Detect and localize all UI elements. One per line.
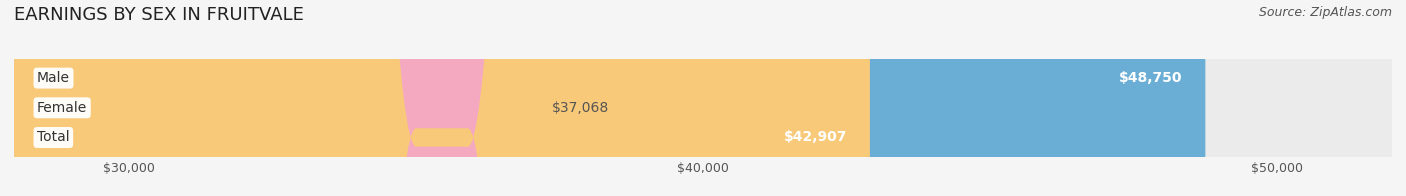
- FancyBboxPatch shape: [14, 0, 1392, 196]
- FancyBboxPatch shape: [14, 0, 534, 196]
- Text: $37,068: $37,068: [553, 101, 609, 115]
- Text: $48,750: $48,750: [1119, 71, 1182, 85]
- Text: Female: Female: [37, 101, 87, 115]
- FancyBboxPatch shape: [14, 0, 1392, 196]
- Text: Total: Total: [37, 131, 70, 144]
- Text: Source: ZipAtlas.com: Source: ZipAtlas.com: [1258, 6, 1392, 19]
- Text: EARNINGS BY SEX IN FRUITVALE: EARNINGS BY SEX IN FRUITVALE: [14, 6, 304, 24]
- Text: Male: Male: [37, 71, 70, 85]
- FancyBboxPatch shape: [14, 0, 1205, 196]
- FancyBboxPatch shape: [14, 0, 1392, 196]
- Text: $42,907: $42,907: [783, 131, 846, 144]
- FancyBboxPatch shape: [14, 0, 870, 196]
